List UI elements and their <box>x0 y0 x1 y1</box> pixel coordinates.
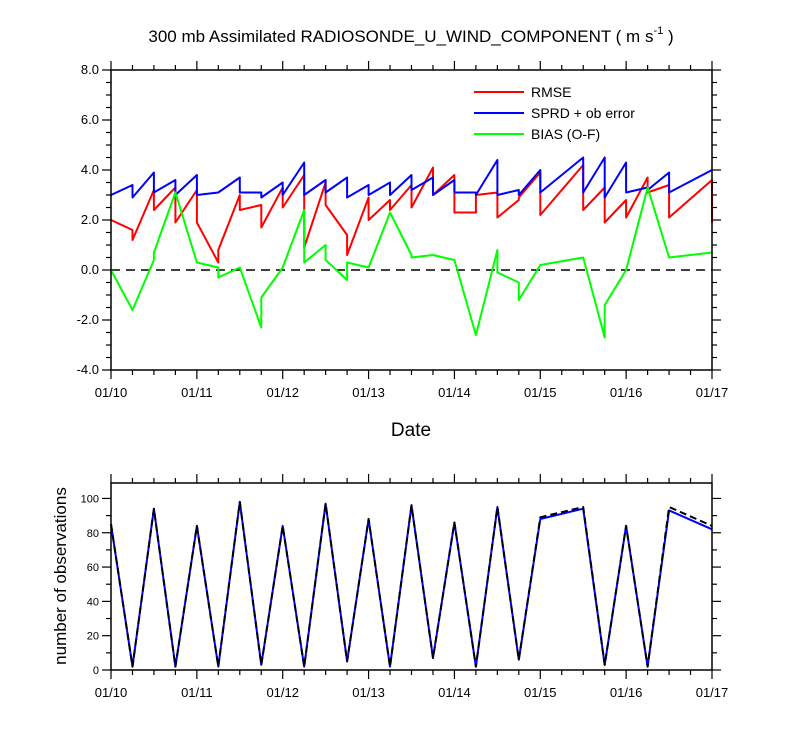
top-chart-panel: -4.0-2.00.02.04.06.08.0 01/10 01/11 01/12 0… <box>77 61 729 441</box>
top-series-layer <box>110 156 713 339</box>
bottom-y-tick-labels: 0 20 40 60 80 100 <box>81 493 99 677</box>
x-tick-label: 01/10 <box>95 385 128 400</box>
x-tick-label: 01/14 <box>438 685 471 700</box>
x-tick-label: 01/17 <box>696 685 729 700</box>
top-plot-frame <box>110 69 713 371</box>
bottom-y-axis-label: number of observations <box>51 487 70 665</box>
top-x-axis-label: Date <box>391 420 431 441</box>
x-tick-label: 01/15 <box>524 685 557 700</box>
legend: RMSE SPRD + ob error BIAS (O-F) <box>474 84 635 142</box>
x-tick-label: 01/15 <box>524 385 557 400</box>
x-tick-label: 01/14 <box>438 385 471 400</box>
bottom-x-tick-labels: 01/10 01/11 01/12 01/13 01/14 01/15 01/16 01/17 <box>95 685 729 700</box>
chart-title: 300 mb Assimilated RADIOSONDE_U_WIND_COM… <box>148 25 673 46</box>
bottom-plot-frame <box>110 482 713 671</box>
y-tick-label: 8.0 <box>81 62 99 77</box>
top-axis-ticks <box>102 61 721 379</box>
chart-title-sup: -1 <box>653 25 663 37</box>
series-line-2 <box>110 186 713 339</box>
series-line-0 <box>110 500 713 668</box>
y-tick-label: 4.0 <box>81 162 99 177</box>
legend-label: BIAS (O-F) <box>531 126 600 142</box>
x-tick-label: 01/13 <box>352 385 385 400</box>
x-tick-label: 01/11 <box>181 385 213 400</box>
x-tick-label: 01/16 <box>610 685 643 700</box>
y-tick-label: 100 <box>81 493 99 505</box>
legend-label: SPRD + ob error <box>531 105 635 121</box>
legend-label: RMSE <box>531 84 571 100</box>
series-line-1 <box>110 500 713 668</box>
x-tick-label: 01/10 <box>95 685 128 700</box>
series-line-1 <box>110 156 713 199</box>
x-tick-label: 01/13 <box>352 685 385 700</box>
chart-title-main: 300 mb Assimilated RADIOSONDE_U_WIND_COM… <box>148 27 653 46</box>
y-tick-label: 6.0 <box>81 112 99 127</box>
y-tick-label: 60 <box>87 562 99 574</box>
x-tick-label: 01/16 <box>610 385 643 400</box>
y-tick-label: -4.0 <box>77 362 99 377</box>
x-tick-label: 01/17 <box>696 385 729 400</box>
x-tick-label: 01/12 <box>266 385 299 400</box>
bottom-series-layer <box>110 500 713 668</box>
y-tick-label: 2.0 <box>81 212 99 227</box>
y-tick-label: 0 <box>93 665 99 677</box>
x-tick-label: 01/11 <box>181 685 213 700</box>
y-tick-label: 80 <box>87 528 99 540</box>
series-line-0 <box>110 164 713 264</box>
y-tick-label: -2.0 <box>77 312 99 327</box>
top-y-tick-labels: -4.0 -2.0 0.0 2.0 4.0 6.0 8.0 <box>77 62 99 377</box>
top-x-tick-labels: 01/10 01/11 01/12 01/13 01/14 01/15 01/16 01/17 <box>95 385 729 400</box>
x-tick-label: 01/12 <box>266 685 299 700</box>
y-tick-label: 20 <box>87 631 99 643</box>
y-tick-label: 0.0 <box>81 262 99 277</box>
chart-title-close: ) <box>663 27 673 46</box>
bottom-axis-ticks <box>102 474 721 679</box>
y-tick-label: 40 <box>87 596 99 608</box>
